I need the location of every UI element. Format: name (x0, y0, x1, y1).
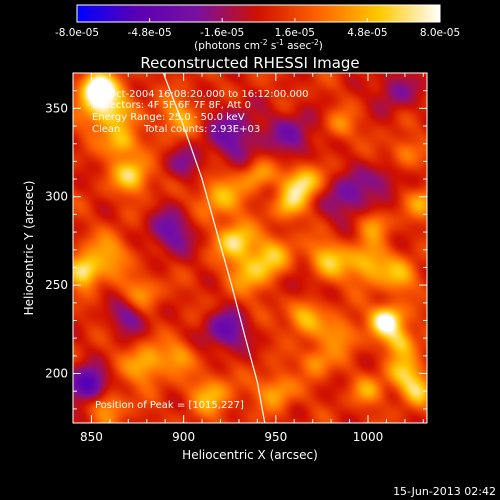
chart-title: Reconstructed RHESSI Image (140, 54, 359, 72)
colorbar-unit-label: (photons cm-2 s-1 asec-2) (194, 38, 323, 52)
limb-curve (162, 72, 266, 424)
colorbar-tick-label: 4.8e-05 (347, 27, 387, 39)
colorbar-tick-label: -4.8e-05 (128, 27, 172, 39)
heatmap-image (73, 73, 427, 423)
annotation-time-range: 9-Oct-2004 16:08:20.000 to 16:12:00.000 (98, 89, 309, 100)
annotation-method: Clean (92, 124, 120, 135)
annotation-energy-range: Energy Range: 25.0 - 50.0 keV (92, 112, 245, 123)
annotation-detectors: Detectors: 4F 5F 6F 7F 8F, Att 0 (92, 100, 251, 111)
plot-frame (72, 72, 428, 424)
colorbar (76, 4, 441, 23)
x-tick-label: 850 (80, 430, 103, 444)
y-tick-label: 250 (45, 278, 68, 292)
x-tick-label: 950 (264, 430, 287, 444)
peak-position-label: Position of Peak = [1015,227] (95, 400, 244, 411)
x-tick-label: 900 (172, 430, 195, 444)
colorbar-tick-label: -1.6e-05 (200, 27, 244, 39)
colorbar-tick-label: -8.0e-05 (55, 27, 99, 39)
x-tick-label: 1000 (353, 430, 384, 444)
annotation-total-counts: Total counts: 2.93E+03 (143, 124, 260, 135)
y-tick-label: 300 (45, 190, 68, 204)
y-tick-label: 350 (45, 101, 68, 115)
colorbar-tick-label: 8.0e-05 (420, 27, 460, 39)
y-tick-label: 200 (45, 367, 68, 381)
colorbar-tick-label: 1.6e-05 (275, 27, 315, 39)
y-axis-label: Heliocentric Y (arcsec) (22, 181, 36, 316)
plot-timestamp: 15-Jun-2013 02:42 (393, 485, 496, 498)
x-axis-label: Heliocentric X (arcsec) (182, 448, 318, 462)
